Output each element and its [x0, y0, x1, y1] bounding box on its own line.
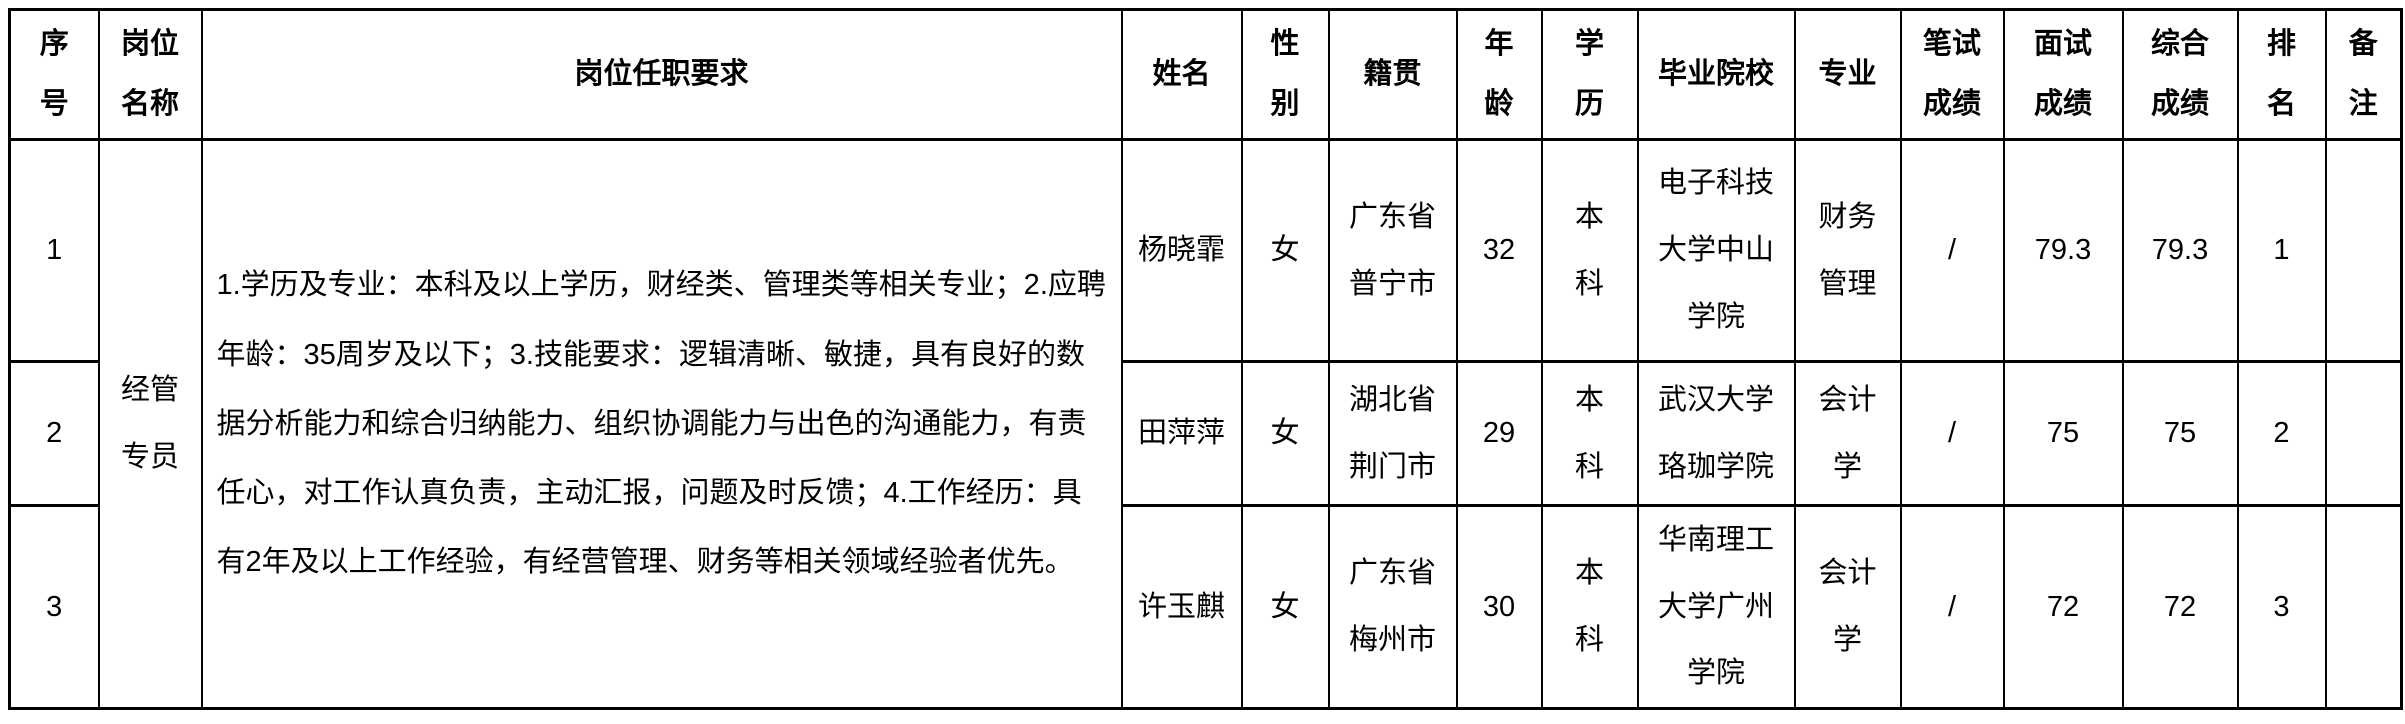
cell-rank: 3 [2236, 503, 2327, 711]
col-header-rank: 排 名 [2236, 8, 2327, 141]
cell-age: 29 [1455, 360, 1543, 507]
cell-written-score: / [1899, 138, 2005, 363]
col-header-name: 姓名 [1120, 8, 1243, 141]
cell-gender: 女 [1240, 360, 1330, 507]
table-row: 1 经管 专员 1.学历及专业：本科及以上学历，财经类、管理类等相关专业；2.应… [8, 137, 2403, 711]
cell-name: 许玉麒 [1120, 503, 1243, 711]
cell-school: 电子科技 大学中山 学院 [1636, 138, 1796, 363]
cell-age: 30 [1455, 503, 1543, 711]
cell-position-name: 经管 专员 [97, 137, 203, 711]
col-header-remark: 备 注 [2324, 8, 2403, 141]
cell-major: 会计 学 [1793, 503, 1902, 711]
cell-major: 会计 学 [1793, 360, 1902, 507]
col-header-education: 学 历 [1540, 8, 1639, 141]
col-header-written-score: 笔试 成绩 [1899, 8, 2005, 141]
cell-education: 本 科 [1540, 138, 1639, 363]
col-header-interview-score: 面试 成绩 [2002, 8, 2124, 141]
cell-overall-score: 75 [2121, 360, 2239, 507]
cell-education: 本 科 [1540, 360, 1639, 507]
cell-gender: 女 [1240, 503, 1330, 711]
cell-interview-score: 79.3 [2002, 138, 2124, 363]
cell-overall-score: 72 [2121, 503, 2239, 711]
cell-age: 32 [1455, 138, 1543, 363]
cell-school: 武汉大学 珞珈学院 [1636, 360, 1796, 507]
cell-serial: 2 [8, 360, 100, 507]
col-header-requirements: 岗位任职要求 [200, 8, 1123, 141]
table-row: 2 田萍萍 女 湖北省 荆门市 29 本 科 武汉大学 珞珈学院 会计 学 / … [8, 360, 2403, 507]
cell-name: 田萍萍 [1120, 360, 1243, 507]
col-header-origin: 籍贯 [1327, 8, 1458, 141]
cell-remark [2324, 138, 2403, 363]
cell-written-score: / [1899, 360, 2005, 507]
col-header-school: 毕业院校 [1636, 8, 1796, 141]
col-header-gender: 性 别 [1240, 8, 1330, 141]
cell-interview-score: 75 [2002, 360, 2124, 507]
cell-origin: 广东省 普宁市 [1327, 138, 1458, 363]
cell-overall-score: 79.3 [2121, 138, 2239, 363]
col-header-position: 岗位 名称 [97, 8, 203, 141]
cell-gender: 女 [1240, 138, 1330, 363]
cell-name: 杨晓霏 [1120, 138, 1243, 363]
cell-school: 华南理工 大学广州 学院 [1636, 503, 1796, 711]
cell-origin: 广东省 梅州市 [1327, 503, 1458, 711]
cell-rank: 1 [2236, 138, 2327, 363]
cell-education: 本 科 [1540, 503, 1639, 711]
cell-rank: 2 [2236, 360, 2327, 507]
col-header-serial: 序 号 [8, 8, 100, 141]
cell-major: 财务 管理 [1793, 138, 1902, 363]
col-header-overall-score: 综合 成绩 [2121, 8, 2239, 141]
table-row: 3 许玉麒 女 广东省 梅州市 30 本 科 华南理工 大学广州 学院 会计 学… [8, 503, 2403, 711]
table-header-row: 序 号 岗位 名称 岗位任职要求 姓名 性 别 籍贯 年 龄 学 历 毕业院校 … [8, 8, 2403, 141]
col-header-age: 年 龄 [1455, 8, 1543, 141]
cell-position-requirements: 1.学历及专业：本科及以上学历，财经类、管理类等相关专业；2.应聘年龄：35周岁… [200, 137, 1123, 711]
cell-remark [2324, 503, 2403, 711]
recruitment-results-table: 序 号 岗位 名称 岗位任职要求 姓名 性 别 籍贯 年 龄 学 历 毕业院校 … [8, 8, 2403, 711]
col-header-major: 专业 [1793, 8, 1902, 141]
cell-serial: 1 [8, 138, 100, 363]
cell-interview-score: 72 [2002, 503, 2124, 711]
cell-written-score: / [1899, 503, 2005, 711]
cell-remark [2324, 360, 2403, 507]
cell-origin: 湖北省 荆门市 [1327, 360, 1458, 507]
cell-serial: 3 [8, 503, 100, 711]
